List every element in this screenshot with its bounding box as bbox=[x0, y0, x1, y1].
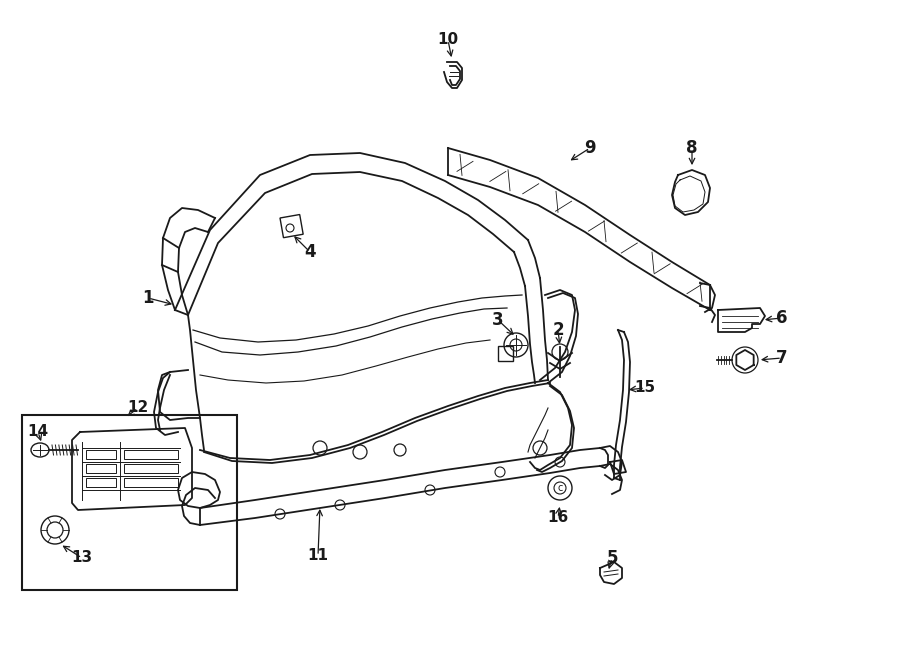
Text: 6: 6 bbox=[776, 309, 788, 327]
Bar bbox=[124, 464, 178, 473]
Text: 4: 4 bbox=[304, 243, 316, 261]
Text: 16: 16 bbox=[547, 510, 569, 525]
Bar bbox=[86, 478, 116, 487]
Text: 8: 8 bbox=[686, 139, 698, 157]
Text: 12: 12 bbox=[128, 401, 148, 416]
Text: 13: 13 bbox=[71, 551, 93, 566]
Bar bbox=[22, 415, 237, 590]
Bar bbox=[86, 464, 116, 473]
Text: 10: 10 bbox=[437, 32, 459, 48]
Bar bbox=[86, 450, 116, 459]
Bar bbox=[280, 215, 303, 238]
Text: 15: 15 bbox=[634, 381, 655, 395]
Text: 5: 5 bbox=[607, 549, 617, 567]
Text: 11: 11 bbox=[308, 549, 328, 563]
Bar bbox=[124, 478, 178, 487]
Text: 1: 1 bbox=[142, 289, 154, 307]
Text: 7: 7 bbox=[776, 349, 788, 367]
Text: 3: 3 bbox=[492, 311, 504, 329]
Text: 14: 14 bbox=[27, 424, 49, 440]
Bar bbox=[124, 450, 178, 459]
Text: 9: 9 bbox=[584, 139, 596, 157]
Text: c: c bbox=[557, 483, 562, 493]
Text: 2: 2 bbox=[553, 321, 563, 339]
